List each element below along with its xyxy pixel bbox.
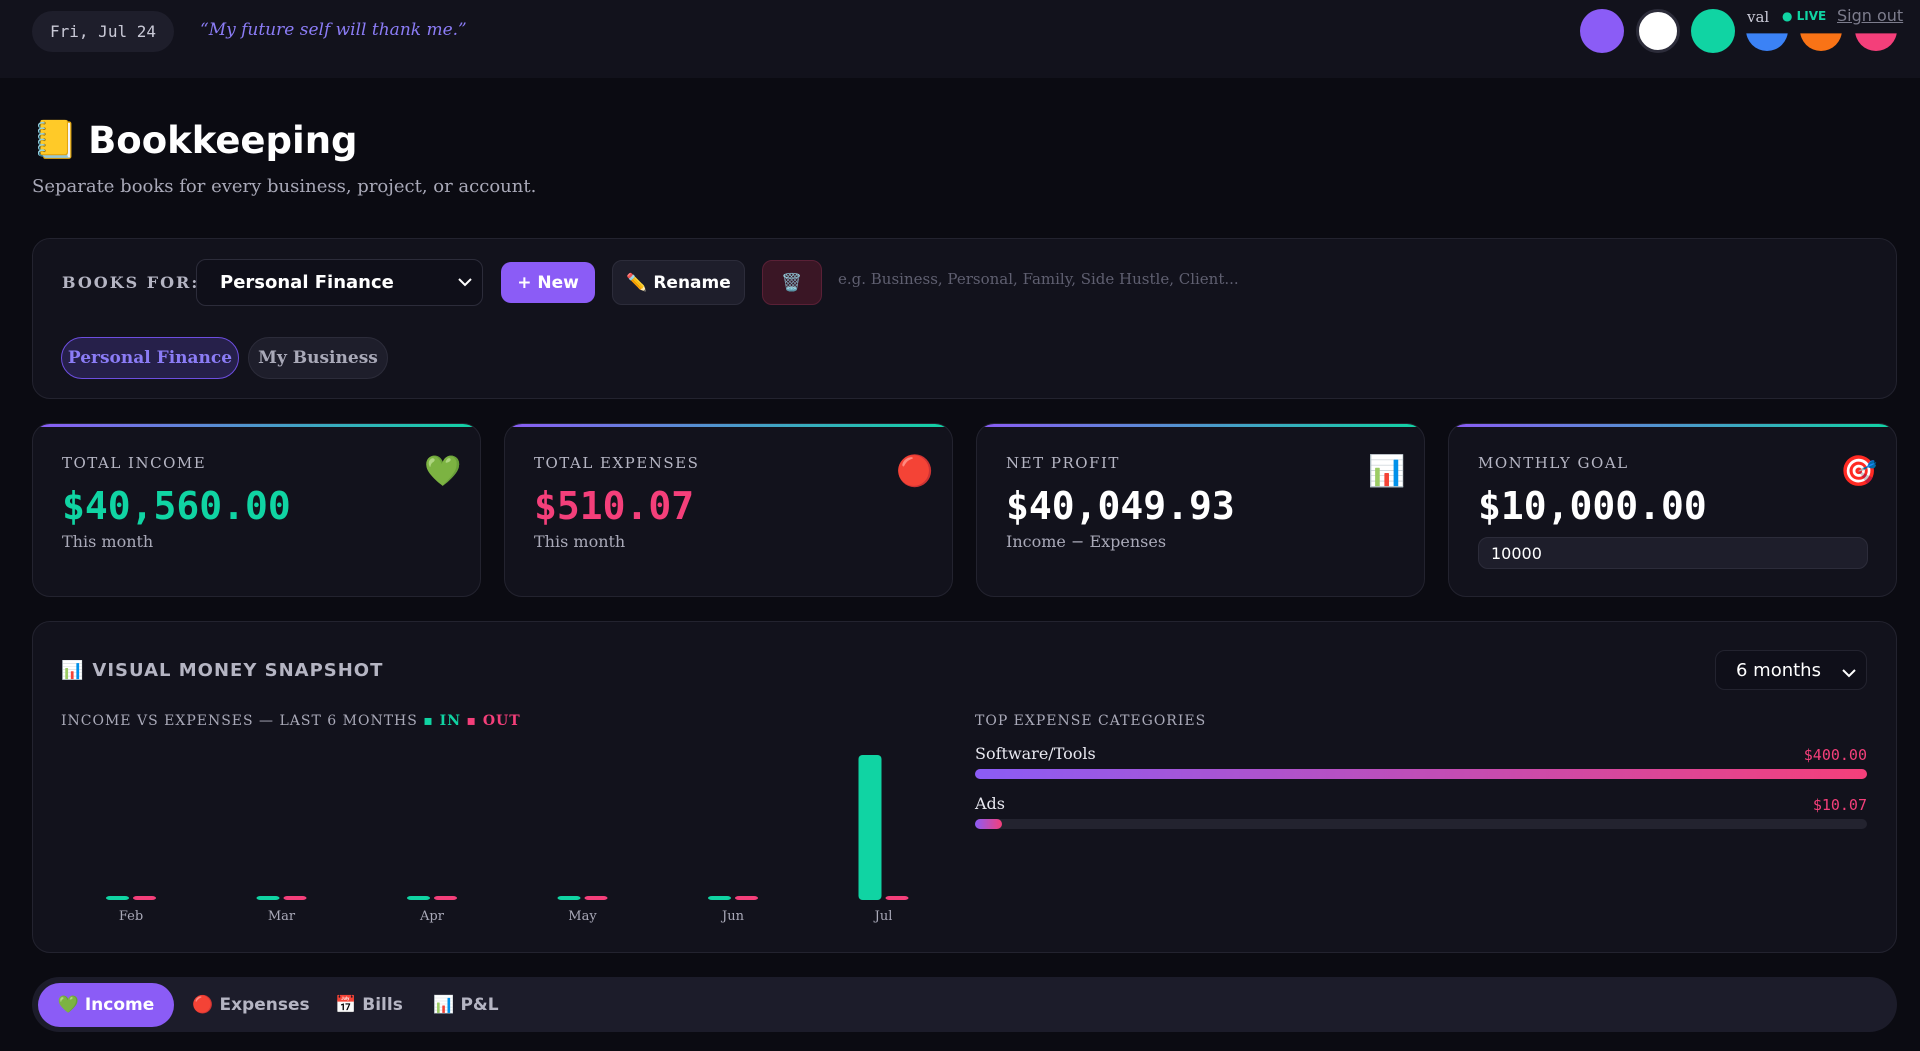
trash-icon: 🗑️ xyxy=(781,272,803,293)
expense-category-name: Ads xyxy=(975,794,1006,813)
tab-income[interactable]: 💚 Income xyxy=(38,983,174,1027)
chevron-down-icon xyxy=(1842,669,1856,678)
expense-category-name: Software/Tools xyxy=(975,744,1096,763)
theme-swatch-pink[interactable] xyxy=(1855,33,1897,51)
bar-in-feb xyxy=(106,896,129,900)
expense-category-track xyxy=(975,769,1867,779)
bar-chart-icon: 📊 xyxy=(1368,454,1406,489)
top-expense-categories-title: TOP EXPENSE CATEGORIES xyxy=(975,713,1207,729)
bar-out-jun xyxy=(735,896,758,900)
book-select-value: Personal Finance xyxy=(220,272,394,293)
target-icon: 🎯 xyxy=(1840,454,1878,489)
snapshot-title-text: VISUAL MONEY SNAPSHOT xyxy=(92,660,384,681)
income-expense-bar-chart: Feb Mar Apr May Jun Jul xyxy=(106,755,909,924)
bar-in-apr xyxy=(407,896,430,900)
book-pill-personal-finance[interactable]: Personal Finance xyxy=(61,337,239,379)
x-tick-label: Jun xyxy=(720,909,745,924)
bar-in-may xyxy=(557,896,581,900)
expenses-label: TOTAL EXPENSES xyxy=(534,454,700,472)
monthly-goal-card: MONTHLY GOAL 🎯 $10,000.00 10000 xyxy=(1448,423,1897,597)
snapshot-title: 📊 VISUAL MONEY SNAPSHOT xyxy=(61,660,383,681)
bar-out-apr xyxy=(434,896,457,900)
book-select[interactable]: Personal Finance xyxy=(196,259,483,306)
income-value: $40,560.00 xyxy=(62,484,291,528)
date-chip: Fri, Jul 24 xyxy=(32,11,174,52)
page-title: 📒 Bookkeeping xyxy=(32,118,358,162)
theme-swatch-blue[interactable] xyxy=(1746,33,1788,51)
user-name: val xyxy=(1747,8,1770,26)
page-subtitle: Separate books for every business, proje… xyxy=(32,176,537,197)
x-tick-label: Mar xyxy=(268,909,296,924)
book-pill-my-business[interactable]: My Business xyxy=(248,337,388,379)
net-profit-label: NET PROFIT xyxy=(1006,454,1120,472)
notebook-icon: 📒 xyxy=(32,118,79,161)
range-select-value: 6 months xyxy=(1736,659,1821,681)
red-circle-icon: 🔴 xyxy=(896,454,934,489)
expense-category-row: Software/Tools $400.00 xyxy=(975,744,1867,784)
sign-out-link[interactable]: Sign out xyxy=(1837,6,1904,25)
net-profit-value: $40,049.93 xyxy=(1006,484,1235,528)
legend-out: ▪ OUT xyxy=(466,713,521,729)
rename-book-button[interactable]: ✏️ Rename xyxy=(612,260,745,305)
chart-icon: 📊 xyxy=(61,660,85,681)
monthly-goal-label: MONTHLY GOAL xyxy=(1478,454,1629,472)
x-tick-label: Feb xyxy=(119,909,143,924)
page-title-text: Bookkeeping xyxy=(88,118,358,162)
bar-in-jul xyxy=(858,755,882,900)
x-tick-label: May xyxy=(568,909,597,924)
expense-category-fill xyxy=(975,769,1867,779)
green-heart-icon: 💚 xyxy=(424,454,462,489)
new-book-button[interactable]: + New xyxy=(501,262,595,303)
chart-title: INCOME VS EXPENSES — LAST 6 MONTHS ▪ IN … xyxy=(61,713,521,729)
expense-category-track xyxy=(975,819,1867,829)
money-snapshot-panel xyxy=(32,621,1897,953)
chevron-down-icon xyxy=(458,278,472,287)
chart-title-text: INCOME VS EXPENSES — LAST 6 MONTHS xyxy=(61,713,418,729)
income-label: TOTAL INCOME xyxy=(62,454,207,472)
net-profit-card: NET PROFIT 📊 $40,049.93 Income − Expense… xyxy=(976,423,1425,597)
tab-expenses[interactable]: 🔴 Expenses xyxy=(192,995,310,1015)
expense-category-fill xyxy=(975,819,1002,829)
net-profit-sub: Income − Expenses xyxy=(1006,532,1167,551)
income-card: TOTAL INCOME 💚 $40,560.00 This month xyxy=(32,423,481,597)
x-tick-label: Apr xyxy=(419,909,445,924)
expense-category-row: Ads $10.07 xyxy=(975,794,1867,834)
motivational-quote: “My future self will thank me.” xyxy=(200,20,467,40)
expense-category-amount: $400.00 xyxy=(1803,746,1867,764)
delete-book-button[interactable]: 🗑️ xyxy=(762,260,822,305)
top-bar: Fri, Jul 24 “My future self will thank m… xyxy=(0,0,1920,78)
monthly-goal-value: $10,000.00 xyxy=(1478,484,1707,528)
expenses-sub: This month xyxy=(534,532,626,551)
tab-bills[interactable]: 📅 Bills xyxy=(335,995,403,1015)
bar-in-mar xyxy=(256,896,280,900)
theme-swatch-green[interactable] xyxy=(1691,9,1735,53)
tab-pl[interactable]: 📊 P&L xyxy=(433,995,499,1015)
book-name-input[interactable]: e.g. Business, Personal, Family, Side Hu… xyxy=(838,270,1239,288)
bar-out-feb xyxy=(133,896,156,900)
legend-in: ▪ IN xyxy=(423,713,462,729)
theme-swatch-purple[interactable] xyxy=(1580,9,1624,53)
expenses-card: TOTAL EXPENSES 🔴 $510.07 This month xyxy=(504,423,953,597)
live-badge: ● LIVE xyxy=(1782,9,1827,23)
bar-out-may xyxy=(584,896,608,900)
income-sub: This month xyxy=(62,532,154,551)
section-tab-bar: 💚 Income 🔴 Expenses 📅 Bills 📊 P&L xyxy=(32,977,1897,1032)
bar-in-jun xyxy=(708,896,731,900)
monthly-goal-input[interactable]: 10000 xyxy=(1478,537,1868,569)
range-select[interactable]: 6 months xyxy=(1715,650,1867,690)
theme-swatch-white[interactable] xyxy=(1636,9,1680,53)
expense-category-amount: $10.07 xyxy=(1812,796,1867,814)
theme-swatch-orange[interactable] xyxy=(1800,33,1842,51)
bar-out-mar xyxy=(283,896,307,900)
books-for-label: BOOKS FOR: xyxy=(62,273,200,292)
x-tick-label: Jul xyxy=(873,909,893,924)
bar-out-jul xyxy=(885,896,909,900)
expenses-value: $510.07 xyxy=(534,484,695,528)
